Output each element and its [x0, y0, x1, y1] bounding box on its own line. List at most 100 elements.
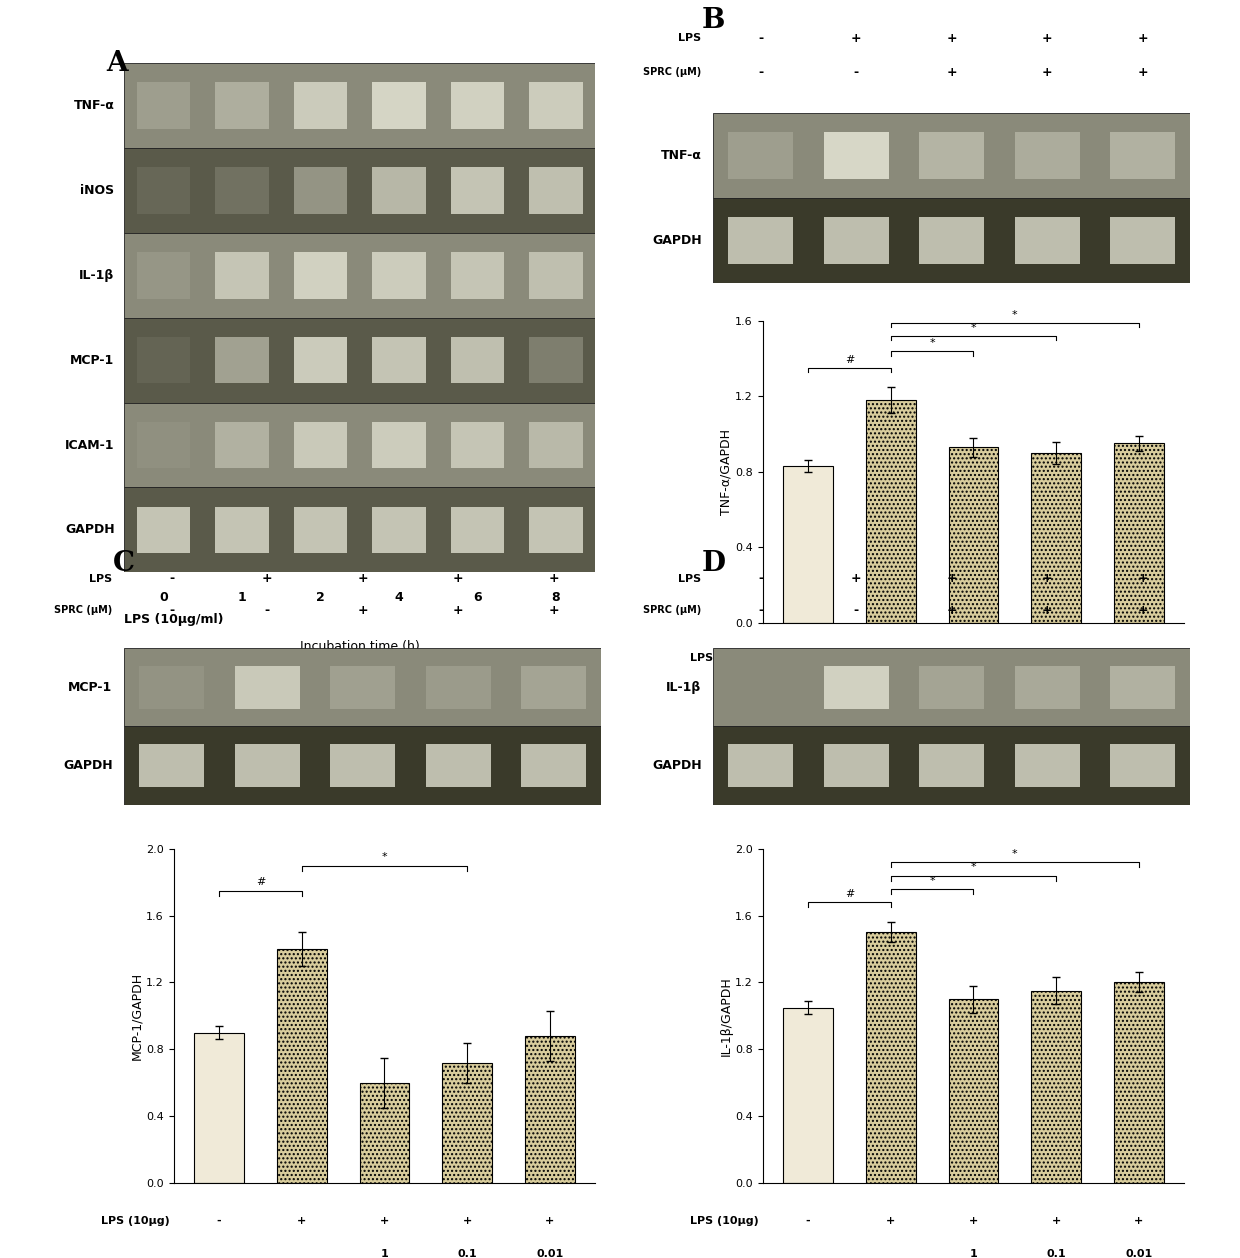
Text: 1: 1	[970, 683, 977, 693]
Text: B: B	[702, 8, 725, 34]
Text: SPRC (μM): SPRC (μM)	[644, 605, 702, 615]
Bar	[1114, 443, 1163, 623]
Bar	[949, 999, 998, 1183]
Text: +: +	[1042, 65, 1053, 79]
Bar	[919, 132, 985, 179]
Text: Incubation time (h): Incubation time (h)	[300, 640, 419, 653]
Bar	[529, 337, 583, 384]
Bar	[521, 745, 587, 788]
Text: +: +	[357, 572, 368, 585]
Bar	[136, 507, 190, 554]
Text: +: +	[463, 1215, 471, 1225]
Text: +: +	[887, 1215, 895, 1225]
Text: +: +	[1137, 65, 1148, 79]
Text: +: +	[262, 572, 273, 585]
Text: -: -	[758, 65, 764, 79]
Text: +: +	[968, 653, 978, 663]
Bar	[215, 82, 269, 128]
Text: +: +	[1135, 653, 1143, 663]
Bar	[1110, 132, 1176, 179]
Text: ICAM-1: ICAM-1	[64, 439, 114, 452]
Bar	[294, 507, 347, 554]
Bar	[713, 198, 1190, 283]
Bar	[823, 665, 889, 708]
Text: LPS: LPS	[89, 574, 113, 584]
Text: -: -	[853, 604, 859, 616]
Bar	[1032, 991, 1081, 1183]
Text: +: +	[453, 604, 464, 616]
Text: iNOS: iNOS	[81, 184, 114, 196]
Bar	[330, 745, 396, 788]
Text: LPS: LPS	[678, 574, 702, 584]
Text: 0.01: 0.01	[536, 1249, 563, 1258]
Text: TNF-α: TNF-α	[661, 150, 702, 162]
Bar	[1110, 665, 1176, 708]
Text: 1: 1	[237, 591, 247, 604]
Bar	[919, 745, 985, 788]
Text: +: +	[357, 604, 368, 616]
Text: A: A	[107, 50, 129, 77]
Text: D: D	[702, 550, 725, 576]
Text: IL-1β: IL-1β	[666, 681, 702, 693]
Text: -: -	[758, 604, 764, 616]
Text: *: *	[929, 876, 935, 886]
Text: SRPC (μM): SRPC (μM)	[998, 741, 1064, 751]
Bar	[450, 507, 505, 554]
Bar	[529, 507, 583, 554]
Bar	[425, 665, 491, 708]
Text: +: +	[1137, 31, 1148, 45]
Bar	[139, 745, 205, 788]
Text: +: +	[546, 1215, 554, 1225]
Text: +: +	[887, 653, 895, 663]
Bar	[294, 167, 347, 214]
Text: SPRC (μM): SPRC (μM)	[644, 68, 702, 78]
Text: +: +	[1137, 604, 1148, 616]
Text: 4: 4	[394, 591, 403, 604]
Bar	[330, 665, 396, 708]
Bar	[1032, 453, 1081, 623]
Text: #: #	[844, 889, 854, 899]
Bar	[1110, 218, 1176, 264]
Text: MCP-1: MCP-1	[68, 681, 113, 693]
Bar	[823, 132, 889, 179]
Text: 8: 8	[552, 591, 560, 604]
Bar	[1014, 218, 1080, 264]
Text: LPS (10μg/ml): LPS (10μg/ml)	[124, 613, 223, 626]
Bar	[124, 726, 601, 805]
Text: -: -	[169, 604, 175, 616]
Text: -: -	[758, 31, 764, 45]
Bar	[713, 648, 1190, 726]
Text: -: -	[264, 604, 270, 616]
Bar	[195, 1033, 244, 1183]
Bar	[124, 147, 595, 233]
Bar	[215, 421, 269, 468]
Bar	[450, 82, 505, 128]
Text: +: +	[946, 572, 957, 585]
Text: MCP-1: MCP-1	[71, 353, 114, 366]
Bar	[124, 317, 595, 403]
Y-axis label: TNF-α/GAPDH: TNF-α/GAPDH	[719, 429, 733, 515]
Bar	[525, 1035, 574, 1183]
Bar	[215, 507, 269, 554]
Bar	[919, 665, 985, 708]
Text: TNF-α: TNF-α	[73, 99, 114, 112]
Text: 1: 1	[381, 1249, 388, 1258]
Bar	[529, 252, 583, 298]
Text: *: *	[929, 338, 935, 348]
Bar	[823, 745, 889, 788]
Bar	[450, 252, 505, 298]
Text: -: -	[806, 653, 811, 663]
Text: GAPDH: GAPDH	[652, 760, 702, 772]
Bar	[784, 465, 833, 623]
Bar	[866, 932, 915, 1183]
Bar	[1014, 745, 1080, 788]
Text: C: C	[113, 550, 135, 576]
Text: LPS (10μg): LPS (10μg)	[689, 653, 759, 663]
Bar	[1114, 982, 1163, 1183]
Y-axis label: IL-1β/GAPDH: IL-1β/GAPDH	[719, 976, 733, 1055]
Bar	[443, 1063, 492, 1183]
Text: *: *	[382, 853, 387, 863]
Text: IL-1β: IL-1β	[79, 269, 114, 282]
Bar	[1014, 665, 1080, 708]
Bar	[294, 252, 347, 298]
